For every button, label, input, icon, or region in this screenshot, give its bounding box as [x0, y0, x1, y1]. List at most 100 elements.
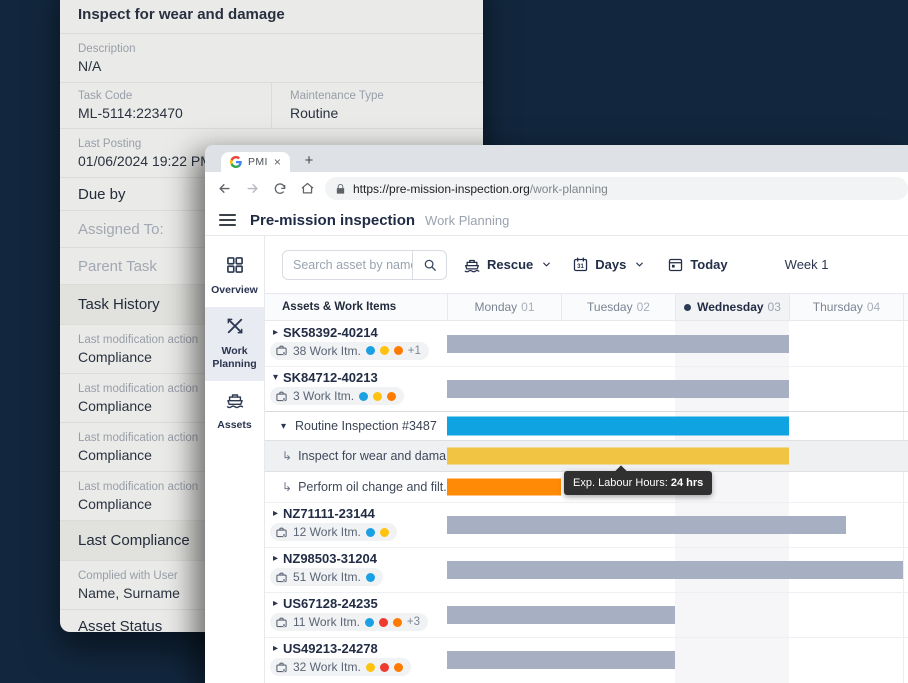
field-label: Last modification action — [78, 382, 199, 395]
asset-name: US49213-24278 — [283, 641, 378, 657]
briefcase-icon — [275, 526, 288, 539]
tools-icon — [225, 316, 245, 341]
reload-icon[interactable] — [273, 182, 287, 196]
field-value: Name, Surname — [78, 584, 180, 601]
browser-tab[interactable]: PMI × — [221, 152, 290, 172]
gantt-bar-gray[interactable] — [447, 380, 789, 398]
grid-icon — [225, 255, 245, 280]
gantt-bar-gray[interactable] — [447, 334, 789, 353]
status-dot-blue — [365, 346, 375, 356]
asset-cell: ▸ US49213-24278 32 Work Itm. — [265, 641, 447, 679]
subtask-name: Inspect for wear and dama... — [298, 449, 457, 463]
status-dot-yellow — [379, 527, 389, 537]
expand-caret-icon[interactable]: ▸ — [272, 326, 279, 338]
asset-type-dropdown[interactable]: Rescue — [463, 256, 552, 274]
subtask-arrow-icon: ↳ — [282, 480, 293, 494]
ship-icon — [464, 259, 480, 272]
work-items-pill: 3 Work Itm. — [270, 387, 405, 406]
field-value: Compliance — [78, 397, 152, 414]
gantt-row[interactable]: ▸ US49213-24278 32 Work Itm. — [265, 637, 908, 682]
day-header-tuesday: Tuesday 02 — [561, 294, 675, 320]
calendar-today-icon — [669, 258, 683, 272]
expand-caret-icon[interactable]: ▾ — [280, 420, 287, 432]
gantt-row[interactable]: ▸ NZ98503-31204 51 Work Itm. — [265, 547, 908, 592]
gantt-row[interactable]: ▾ SK84712-40213 3 Work Itm. — [265, 366, 908, 411]
asset-name: NZ98503-31204 — [283, 551, 377, 567]
sidebar-item-overview[interactable]: Overview — [205, 246, 264, 307]
expand-caret-icon[interactable]: ▸ — [272, 643, 279, 655]
gantt-bar-orange[interactable] — [447, 478, 561, 496]
search-input[interactable] — [283, 257, 412, 272]
planning-toolbar: Rescue 31 Days Today Week 1 — [265, 236, 908, 293]
field-value: ML-5114:223470 — [78, 105, 183, 121]
google-favicon-icon — [230, 156, 242, 168]
gantt-bar-gray[interactable] — [447, 606, 675, 624]
url-path: /work-planning — [529, 181, 608, 196]
gantt-bar-gray[interactable] — [447, 516, 846, 534]
current-day-dot — [684, 303, 692, 311]
tab-close-icon[interactable]: × — [273, 155, 281, 169]
home-icon[interactable] — [300, 181, 315, 196]
gantt-bar-blue[interactable] — [447, 416, 789, 436]
asset-cell: ▸ NZ98503-31204 51 Work Itm. — [265, 551, 447, 589]
asset-name: SK58392-40214 — [283, 324, 378, 340]
section-label: Due by — [78, 185, 126, 203]
gantt-bar-yellow[interactable] — [447, 447, 789, 465]
expand-caret-icon[interactable]: ▸ — [272, 598, 279, 610]
expand-caret-icon[interactable]: ▸ — [272, 553, 279, 565]
app-title: Pre-mission inspection — [250, 211, 416, 229]
gantt-row[interactable]: ▾ Routine Inspection #3487 — [265, 411, 908, 440]
asset-type-label: Rescue — [487, 257, 534, 272]
search-button[interactable] — [412, 250, 446, 279]
work-items-count: 38 Work Itm. — [293, 343, 361, 358]
sidebar-item-work-planning[interactable]: Work Planning — [205, 307, 264, 382]
gantt-bar-gray[interactable] — [447, 651, 675, 669]
assets-column-header: Assets & Work Items — [282, 301, 397, 313]
forward-icon[interactable] — [245, 181, 260, 196]
new-tab-button[interactable]: + — [304, 151, 314, 169]
expand-caret-icon[interactable]: ▾ — [272, 372, 279, 384]
asset-name: NZ71111-23144 — [283, 506, 375, 522]
work-items-pill: 11 Work Itm. +3 — [270, 613, 429, 632]
time-scale-dropdown[interactable]: 31 Days — [572, 256, 645, 273]
labour-hours-tooltip: Exp. Labour Hours: 24 hrs — [564, 471, 713, 495]
status-dot-orange — [392, 617, 402, 627]
sidebar-item-label: Work Planning — [212, 345, 257, 371]
gantt-row[interactable]: ↳ Inspect for wear and dama... — [265, 440, 908, 471]
task-title: Inspect for wear and damage — [78, 6, 285, 23]
back-icon[interactable] — [217, 181, 232, 196]
chevron-down-icon — [543, 262, 551, 267]
task-field-row: Task Code ML-5114:223470 Maintenance Type R… — [60, 82, 483, 128]
status-dot-yellow — [365, 662, 375, 672]
status-dot-orange — [393, 346, 403, 356]
section-label: Asset Status — [78, 617, 163, 635]
tab-title: PMI — [248, 156, 268, 168]
today-button[interactable]: Today — [667, 256, 728, 273]
field-value: Compliance — [78, 348, 152, 365]
url-origin: https://pre-mission-inspection.org — [353, 181, 530, 196]
gantt-rows-area: ▸ SK58392-40214 38 Work Itm. +1 ▾ SK84712-402… — [265, 321, 908, 683]
address-bar[interactable]: https://pre-mission-inspection.org/work-… — [325, 177, 908, 200]
field-label: Last modification action — [78, 480, 199, 493]
asset-cell: ▾ SK84712-40213 3 Work Itm. — [265, 370, 447, 408]
section-label: Parent Task — [78, 257, 157, 275]
field-value: Compliance — [78, 495, 152, 512]
sidebar-item-assets[interactable]: Assets — [205, 381, 264, 442]
day-header-thursday: Thursday 04 — [789, 294, 903, 320]
gantt-row[interactable]: ▸ NZ71111-23144 12 Work Itm. — [265, 502, 908, 547]
side-nav: Overview Work Planning Assets — [205, 236, 265, 683]
gantt-row[interactable]: ▸ US67128-24235 11 Work Itm. +3 — [265, 592, 908, 637]
menu-icon[interactable] — [219, 214, 236, 226]
gantt-row[interactable]: ▸ SK58392-40214 38 Work Itm. +1 — [265, 321, 908, 366]
field-label: Last modification action — [78, 431, 199, 444]
field-label: Task Code — [78, 90, 133, 102]
expand-caret-icon[interactable]: ▸ — [272, 508, 279, 520]
today-label: Today — [690, 257, 728, 272]
task-field: Task Code ML-5114:223470 — [60, 83, 272, 128]
field-label: Maintenance Type — [290, 90, 384, 102]
gantt-header: Assets & Work Items Monday 01 Tuesday 02 Wed… — [265, 293, 908, 321]
work-item-name: Routine Inspection #3487 — [295, 419, 437, 433]
status-dot-orange — [387, 391, 397, 401]
gantt-bar-gray[interactable] — [447, 561, 903, 579]
section-label: Last Compliance — [78, 532, 190, 549]
